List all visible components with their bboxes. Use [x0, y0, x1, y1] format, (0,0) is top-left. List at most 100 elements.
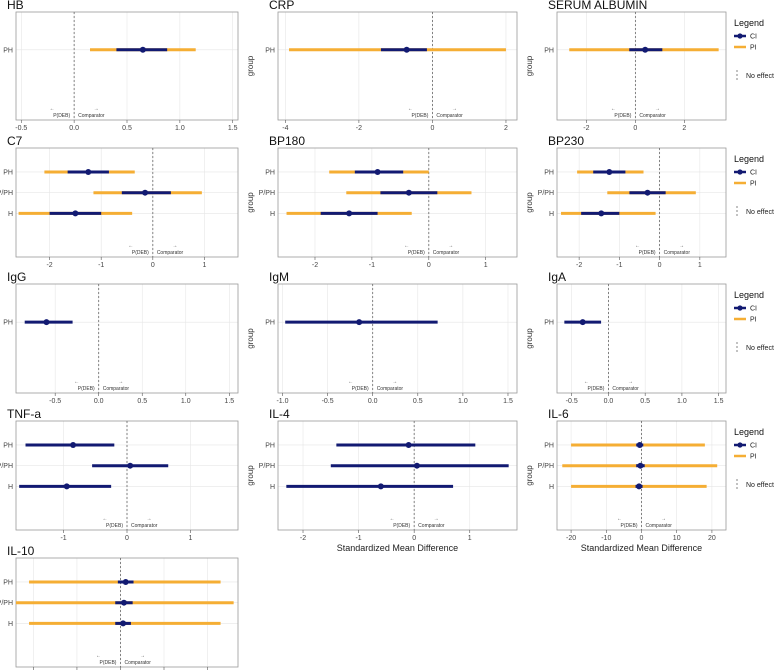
- panel-title: IgA: [548, 270, 566, 284]
- right-arrow: →: [392, 379, 397, 385]
- panel-title: IgG: [7, 270, 26, 284]
- x-axis-label: Standardized Mean Difference: [337, 543, 458, 553]
- point-estimate: [142, 189, 149, 196]
- x-tick-label: 2: [682, 125, 686, 132]
- right-arrow: →: [140, 653, 145, 659]
- x-tick-label: 0.0: [69, 125, 79, 132]
- group-label: PH: [265, 47, 275, 54]
- legend-no-effect-label: No effect: [746, 209, 774, 216]
- left-arrow: ←: [584, 379, 589, 385]
- panel-hb: HB-0.50.00.51.01.5groupPH←P(DEB)→Compara…: [3, 0, 239, 132]
- x-tick-label: -1: [369, 262, 375, 269]
- left-direction-label: P(DEB): [106, 523, 123, 529]
- x-tick-label: -0.5: [566, 398, 578, 405]
- legend-no-effect-label: No effect: [746, 345, 774, 352]
- x-tick-label: 1: [698, 262, 702, 269]
- group-label: H: [549, 484, 554, 491]
- x-tick-label: 1.5: [228, 125, 238, 132]
- panel-crp: CRP -4 -2 0 2 group PH ←P(DEB) →Comparator: [246, 0, 518, 132]
- x-tick-label: 1: [188, 535, 192, 542]
- point-estimate: [356, 319, 363, 326]
- right-direction-label: Comparator: [131, 523, 158, 529]
- left-arrow: ←: [611, 106, 616, 112]
- group-label: PH: [544, 47, 554, 54]
- x-tick-label: 10: [673, 535, 681, 542]
- x-axis-label: Standardized Mean Difference: [581, 543, 702, 553]
- x-tick-label: -1.0: [276, 398, 288, 405]
- group-label: PH: [3, 579, 13, 586]
- y-axis-label: group: [525, 192, 534, 213]
- x-tick-label: -2: [576, 262, 582, 269]
- panel-frame: [277, 11, 518, 121]
- x-tick-label: 0: [640, 535, 644, 542]
- panel-title: BP180: [269, 134, 305, 148]
- point-estimate: [120, 620, 127, 627]
- x-tick-label: 0.0: [604, 398, 614, 405]
- point-estimate: [606, 168, 613, 175]
- point-estimate: [637, 462, 644, 469]
- point-estimate: [405, 441, 412, 448]
- y-axis-label: group: [246, 192, 255, 213]
- x-tick-label: -2: [46, 262, 52, 269]
- left-arrow: ←: [404, 243, 409, 249]
- right-direction-label: Comparator: [103, 386, 130, 392]
- panel-il-6: IL-6 -20 -10 0 10 20 group PH P/PH H ←P(DEB) →Compa…: [525, 407, 774, 553]
- right-direction-label: Comparator: [377, 386, 404, 392]
- point-estimate: [120, 599, 127, 606]
- legend-no-effect-label: No effect: [746, 482, 774, 489]
- point-estimate: [642, 46, 649, 53]
- x-tick-label: 1: [468, 535, 472, 542]
- panel-frame: [277, 147, 518, 258]
- legend-ci-label: CI: [750, 443, 757, 450]
- x-tick-label: 0: [427, 262, 431, 269]
- x-tick-label: 1.5: [503, 398, 513, 405]
- right-arrow: →: [661, 516, 666, 522]
- x-tick-label: 0: [412, 535, 416, 542]
- legend-title: Legend: [734, 427, 764, 437]
- group-label: H: [8, 621, 13, 628]
- point-estimate: [122, 578, 129, 585]
- point-estimate: [127, 462, 134, 469]
- x-tick-label: -1: [355, 535, 361, 542]
- legend: Legend CI PI No effect: [734, 290, 774, 353]
- group-label: PH: [265, 442, 275, 449]
- right-direction-label: Comparator: [639, 113, 666, 119]
- right-arrow: →: [679, 243, 684, 249]
- x-tick-label: 1.5: [224, 398, 234, 405]
- panel-igg: IgG-0.50.00.51.01.5groupPH←P(DEB)→Compar…: [3, 270, 239, 405]
- group-label: PH: [3, 320, 13, 327]
- right-arrow: →: [448, 243, 453, 249]
- x-tick-label: -0.5: [49, 398, 61, 405]
- legend-pi-label: PI: [750, 317, 757, 324]
- group-label: PH: [544, 169, 554, 176]
- point-estimate: [85, 168, 92, 175]
- legend-title: Legend: [734, 18, 764, 28]
- panel-il-4: IL-4 -2 -1 0 1 group PH P/PH H ←P(DEB) →Comparator…: [246, 407, 518, 553]
- panel-frame: [277, 283, 518, 394]
- left-direction-label: P(DEB): [78, 386, 95, 392]
- left-direction-label: P(DEB): [352, 386, 369, 392]
- legend: Legend CI PI No effect: [734, 427, 774, 490]
- group-label: PH: [3, 169, 13, 176]
- panel-bp180: BP180 -2 -1 0 1 group PH P/PH H ←P(DEB) →Comparato…: [246, 134, 518, 269]
- legend-title: Legend: [734, 290, 764, 300]
- left-direction-label: P(DEB): [132, 250, 149, 256]
- panel-title: IL-6: [548, 407, 569, 421]
- group-label: H: [8, 484, 13, 491]
- panel-frame: [277, 420, 518, 531]
- x-tick-label: -2: [356, 125, 362, 132]
- legend-ci-dot: [737, 169, 743, 175]
- legend-pi-label: PI: [750, 45, 757, 52]
- x-tick-label: 0: [430, 125, 434, 132]
- group-label: H: [8, 211, 13, 218]
- right-arrow: →: [118, 379, 123, 385]
- panel-title: C7: [7, 134, 23, 148]
- x-tick-label: 0.0: [94, 398, 104, 405]
- group-label: P/PH: [0, 463, 13, 470]
- left-arrow: ←: [617, 516, 622, 522]
- x-tick-label: -0.5: [322, 398, 334, 405]
- right-arrow: →: [628, 379, 633, 385]
- x-tick-label: -1: [98, 262, 104, 269]
